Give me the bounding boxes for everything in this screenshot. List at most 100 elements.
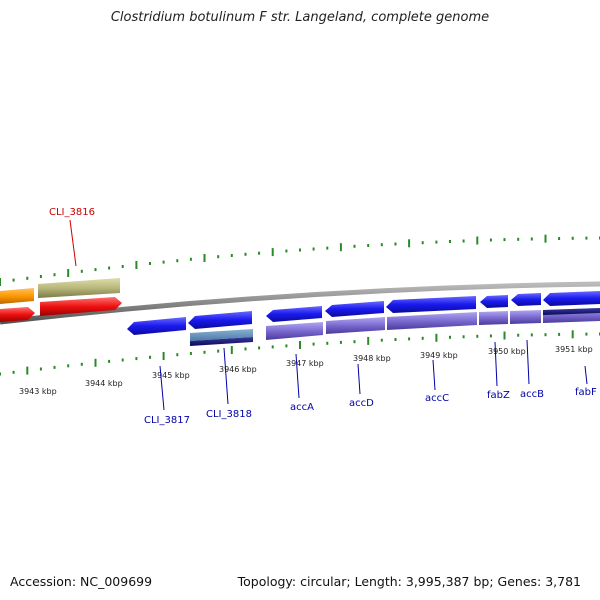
gene-accD-arrow[interactable] [325, 301, 384, 317]
minor-tick [244, 252, 247, 256]
accession-text: Accession: NC_009699 [10, 574, 153, 589]
gene-label-accD[interactable]: accD [349, 398, 374, 409]
minor-tick [462, 335, 465, 339]
map-title: Clostridium botulinum F str. Langeland, … [110, 10, 490, 25]
minor-tick [489, 334, 492, 338]
gene-label-accB[interactable]: accB [520, 389, 544, 400]
gene-label-accA[interactable]: accA [290, 402, 314, 413]
gene-red-arrow-2[interactable] [40, 297, 122, 316]
cds-accC[interactable] [387, 312, 477, 330]
minor-tick [162, 260, 165, 264]
gene-labels: CLI_3816 CLI_3817 CLI_3818 accA accD acc… [49, 207, 597, 426]
cds-accB[interactable] [510, 310, 541, 324]
major-tick [0, 278, 1, 286]
kbp-label: 3946 kbp [219, 365, 257, 374]
minor-tick [326, 341, 329, 345]
minor-tick [149, 355, 151, 359]
genome-backbone [0, 281, 600, 325]
major-tick [94, 358, 97, 367]
gene-accB-arrow[interactable] [511, 293, 541, 306]
gene-cli-3818-feature-lower[interactable] [190, 337, 253, 346]
minor-tick [530, 333, 533, 337]
kbp-label: 3951 kbp [555, 345, 593, 354]
gene-cli-3818-arrow[interactable] [188, 311, 252, 329]
gene-fabF-arrow[interactable] [543, 291, 600, 306]
minor-tick [189, 352, 192, 355]
gene-label-fabZ[interactable]: fabZ [487, 390, 510, 401]
minor-tick [517, 237, 520, 241]
minor-tick [135, 357, 138, 361]
major-tick [26, 366, 29, 375]
gene-label-cli-3817[interactable]: CLI_3817 [144, 415, 190, 426]
minor-tick [80, 269, 83, 273]
kbp-label: 3949 kbp [420, 351, 458, 360]
minor-tick [585, 332, 588, 336]
leader-line-cli-3817 [159, 365, 165, 411]
major-tick [476, 236, 479, 245]
kbp-labels: 3943 kbp 3944 kbp 3945 kbp 3946 kbp 3947… [19, 345, 593, 396]
minor-tick [449, 335, 451, 339]
minor-tick [176, 259, 179, 263]
minor-tick [203, 350, 206, 354]
major-tick [162, 352, 165, 360]
minor-tick [558, 332, 561, 336]
minor-tick [108, 359, 111, 363]
minor-tick [462, 239, 465, 243]
minor-tick [421, 336, 424, 340]
gene-accA-arrow[interactable] [266, 306, 322, 322]
gene-label-fabF[interactable]: fabF [575, 387, 597, 398]
minor-tick [230, 254, 233, 257]
major-tick [271, 248, 274, 257]
minor-tick [435, 240, 438, 244]
minor-tick [476, 334, 479, 338]
minor-tick [244, 347, 247, 351]
gene-label-accC[interactable]: accC [425, 393, 449, 404]
minor-tick [149, 262, 151, 265]
gene-orange-block[interactable] [0, 288, 34, 304]
major-tick [135, 261, 138, 269]
minor-tick [53, 273, 56, 277]
minor-tick [544, 333, 547, 337]
major-tick [230, 346, 233, 354]
minor-tick [489, 238, 492, 242]
leader-line-accA [295, 353, 300, 399]
gene-label-cli-3818[interactable]: CLI_3818 [206, 409, 252, 420]
gene-cli-3816-block[interactable] [38, 278, 120, 298]
leader-line-accD [357, 363, 361, 395]
minor-tick [380, 338, 383, 342]
cds-fabZ[interactable] [479, 311, 508, 325]
leader-line-fabZ [494, 341, 498, 387]
gene-cli-3817-arrow[interactable] [127, 317, 186, 335]
minor-tick [558, 237, 561, 240]
minor-tick [326, 246, 329, 250]
minor-tick [12, 278, 15, 282]
kbp-label: 3947 kbp [286, 359, 324, 368]
major-tick [544, 234, 547, 243]
minor-tick [408, 337, 411, 341]
minor-tick [571, 236, 574, 240]
leader-line-accC [432, 359, 436, 391]
minor-tick [217, 255, 220, 259]
minor-tick [285, 249, 288, 253]
major-tick [299, 341, 301, 349]
minor-tick [94, 268, 97, 272]
minor-tick [12, 370, 15, 374]
major-tick [67, 269, 70, 277]
minor-tick [258, 346, 261, 350]
minor-tick [121, 265, 124, 268]
cds-accA[interactable] [266, 322, 323, 340]
gene-label-cli-3816[interactable]: CLI_3816 [49, 207, 95, 218]
gene-accC-arrow[interactable] [386, 296, 476, 313]
topology-text: Topology: circular; Length: 3,995,387 bp… [237, 574, 581, 589]
leader-line-accB [526, 339, 530, 385]
minor-tick [39, 275, 42, 278]
cds-accD[interactable] [326, 317, 385, 334]
minor-tick [258, 251, 261, 255]
major-tick [367, 336, 370, 345]
gene-fabZ-arrow[interactable] [480, 295, 508, 308]
minor-tick [217, 349, 220, 353]
minor-tick [312, 247, 315, 251]
gene-red-arrow-1[interactable] [0, 307, 35, 322]
minor-tick [176, 353, 179, 357]
